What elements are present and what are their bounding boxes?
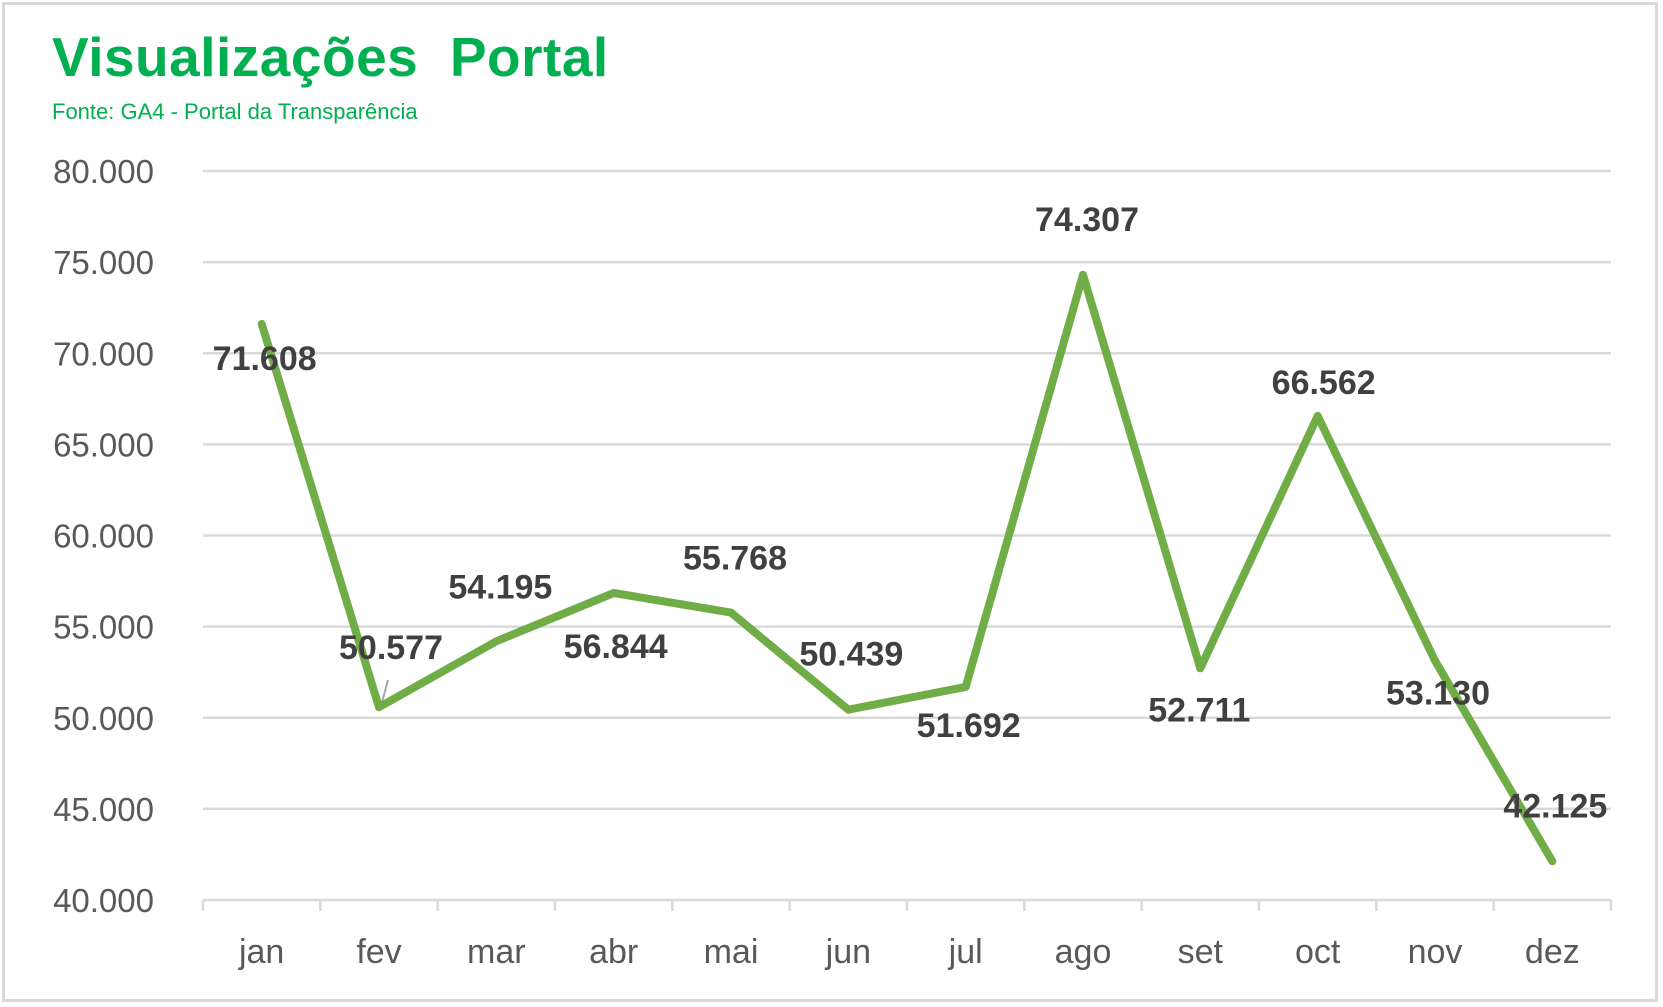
y-tick-label: 40.000 xyxy=(53,882,154,919)
data-label: 54.195 xyxy=(448,568,552,606)
x-tick-label: jul xyxy=(948,933,983,971)
data-label: 71.608 xyxy=(213,340,317,378)
x-axis: jan fev mar abr mai jun jul ago set oct nov dez xyxy=(201,898,1613,971)
y-tick-label: 45.000 xyxy=(53,791,154,828)
x-tick-label: nov xyxy=(1408,933,1463,971)
x-tick-label: fev xyxy=(356,933,401,971)
data-label: 51.692 xyxy=(917,707,1021,745)
y-tick-label: 65.000 xyxy=(53,426,154,463)
y-axis: 40.000 45.000 50.000 55.000 60.000 65.000 70.0… xyxy=(53,153,154,919)
x-tick-label: abr xyxy=(589,933,638,971)
y-tick-label: 70.000 xyxy=(53,335,154,372)
y-tick-label: 75.000 xyxy=(53,244,154,281)
data-label: 56.844 xyxy=(564,628,668,666)
x-tick-label: jan xyxy=(238,933,284,971)
chart-subtitle: Fonte: GA4 - Portal da Transparência xyxy=(52,99,418,124)
data-label: 50.577 xyxy=(339,629,443,667)
y-tick-label: 50.000 xyxy=(53,700,154,737)
y-tick-label: 55.000 xyxy=(53,609,154,646)
data-label: 50.439 xyxy=(799,636,903,674)
data-label: 55.768 xyxy=(683,540,787,578)
x-tick-label: mar xyxy=(467,933,526,971)
data-label: 74.307 xyxy=(1035,201,1139,239)
data-label: 66.562 xyxy=(1272,364,1376,402)
x-tick-label: jun xyxy=(825,933,871,971)
x-tick-label: set xyxy=(1178,933,1224,971)
x-tick-label: ago xyxy=(1055,933,1112,971)
x-tick-label: dez xyxy=(1525,933,1580,971)
chart-title: Visualizações Portal xyxy=(52,26,609,88)
x-tick-label: oct xyxy=(1295,933,1341,971)
series-line-visualizacoes xyxy=(257,270,1557,866)
y-tick-label: 60.000 xyxy=(53,518,154,555)
gridlines xyxy=(203,169,1611,811)
y-tick-label: 80.000 xyxy=(53,153,154,190)
x-tick-label: mai xyxy=(704,933,759,971)
data-label: 53.130 xyxy=(1386,675,1490,713)
data-label: 42.125 xyxy=(1503,787,1607,825)
data-label: 52.711 xyxy=(1148,691,1250,729)
